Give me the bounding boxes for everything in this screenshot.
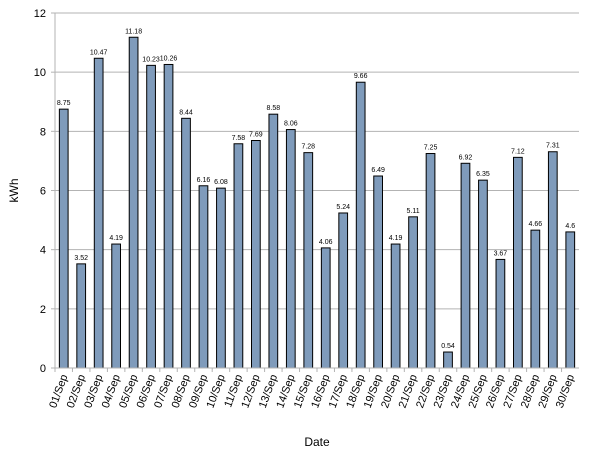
bar <box>76 263 87 369</box>
data-label: 7.25 <box>424 145 438 152</box>
data-label: 7.58 <box>232 135 246 142</box>
bar <box>111 243 122 369</box>
data-label: 5.24 <box>336 204 350 211</box>
data-labels: 8.75 3.52 10.47 4.19 11.18 10.23 10.26 8.44 6.16… <box>57 28 575 350</box>
bar <box>163 63 174 369</box>
bar <box>58 108 69 369</box>
data-label: 4.6 <box>565 223 575 230</box>
data-label: 10.26 <box>160 55 178 62</box>
y-tick-label: 12 <box>34 8 46 20</box>
bar <box>373 175 383 369</box>
y-tick-label: 6 <box>40 186 46 198</box>
y-tick-label: 4 <box>40 245 46 257</box>
data-label: 10.23 <box>142 56 160 63</box>
data-label: 6.92 <box>459 154 473 161</box>
data-label: 9.66 <box>354 73 368 80</box>
data-label: 6.16 <box>197 177 211 184</box>
data-label: 7.28 <box>301 144 315 151</box>
data-label: 5.11 <box>407 208 420 215</box>
data-label: 4.19 <box>109 235 123 242</box>
bar <box>303 152 314 369</box>
data-label: 6.08 <box>214 179 228 186</box>
bar <box>478 179 488 369</box>
data-label: 6.49 <box>371 167 385 174</box>
y-tick-labels: 0 2 4 6 8 10 12 <box>34 8 46 375</box>
bar <box>146 64 156 369</box>
data-label: 3.52 <box>74 255 88 262</box>
bar <box>93 57 104 369</box>
bar <box>495 258 506 369</box>
data-label: 8.06 <box>284 121 298 128</box>
gridlines <box>51 12 579 372</box>
data-label: 8.44 <box>179 109 193 116</box>
bar <box>460 162 471 369</box>
bar <box>425 153 436 369</box>
x-axis-label: Date <box>304 435 330 449</box>
data-label: 4.66 <box>529 221 543 228</box>
y-tick-label: 10 <box>34 67 46 79</box>
bar <box>408 216 418 369</box>
bar <box>216 187 226 369</box>
bar <box>198 185 209 369</box>
bar <box>443 351 453 369</box>
bar <box>513 156 523 369</box>
data-label: 7.12 <box>511 148 525 155</box>
bar <box>530 229 541 369</box>
bar <box>128 36 139 369</box>
data-label: 4.06 <box>319 239 333 246</box>
y-tick-label: 0 <box>40 363 46 375</box>
bar <box>355 81 366 369</box>
bar <box>285 129 296 369</box>
data-label: 4.19 <box>389 235 403 242</box>
data-label: 0.54 <box>441 343 455 350</box>
bar <box>268 113 279 369</box>
bar <box>547 151 558 369</box>
data-label: 11.18 <box>125 28 142 35</box>
bar <box>565 231 576 369</box>
y-tick-label: 8 <box>40 126 46 138</box>
data-label: 10.47 <box>90 49 108 56</box>
data-label: 7.31 <box>546 143 560 150</box>
y-axis-label: kWh <box>7 179 21 203</box>
y-tick-label: 2 <box>40 304 46 316</box>
x-tick-labels: 01/Sep02/Sep03/Sep04/Sep05/Sep06/Sep07/S… <box>47 373 577 410</box>
bar <box>390 243 401 369</box>
bars <box>58 36 576 369</box>
bar <box>338 212 349 369</box>
bar <box>233 143 244 369</box>
bar <box>251 140 261 369</box>
bar <box>320 247 331 369</box>
bar <box>181 117 191 369</box>
data-label: 8.58 <box>267 105 281 112</box>
data-label: 3.67 <box>494 250 508 257</box>
data-label: 8.75 <box>57 100 71 107</box>
data-label: 7.69 <box>249 132 263 139</box>
data-label: 6.35 <box>476 171 490 178</box>
